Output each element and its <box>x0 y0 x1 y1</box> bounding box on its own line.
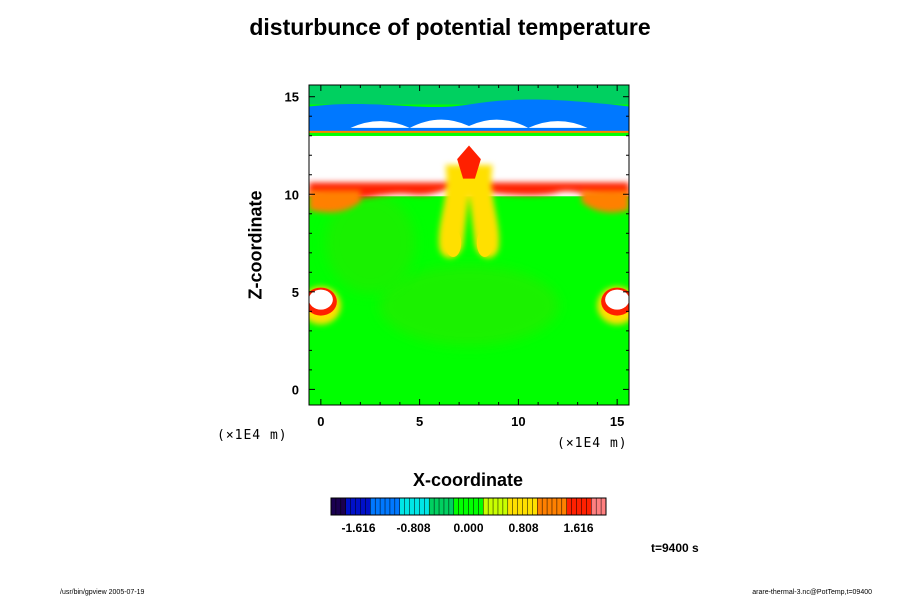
heatmap-field <box>309 85 629 405</box>
colorbar-cell <box>532 498 538 515</box>
x-tick-label: 15 <box>610 414 624 429</box>
colorbar-cell <box>551 498 558 515</box>
colorbar-cell <box>355 498 361 515</box>
upper-white-pockets <box>350 119 588 128</box>
colorbar-cell <box>502 498 509 515</box>
warm-layer-right <box>581 190 629 213</box>
colorbar-cell <box>453 498 460 515</box>
colorbar-cell <box>375 498 381 515</box>
colorbar-cell <box>537 498 543 515</box>
colorbar-cell <box>561 498 568 515</box>
colorbar-cell <box>350 498 357 515</box>
x-axis-unit: (×1E4 m) <box>557 436 628 451</box>
colorbar-cell <box>473 498 479 515</box>
colorbar-tick-label: 1.616 <box>563 521 593 535</box>
colorbar-tick-label: -0.808 <box>396 521 430 535</box>
colorbar-tick-label: -1.616 <box>341 521 375 535</box>
plot-frame <box>308 84 630 406</box>
colorbar-cell <box>360 498 366 515</box>
plume-lobe-right <box>476 229 493 258</box>
colorbar-cell <box>409 498 415 515</box>
colorbar-cell <box>547 498 553 515</box>
colorbar-cell <box>596 498 602 515</box>
colorbar-cell <box>370 498 376 515</box>
colorbar-cell <box>434 498 440 515</box>
colorbar-cell <box>591 498 597 515</box>
plume-lobe-left <box>445 229 462 258</box>
colorbar-cell <box>478 498 484 515</box>
right-warm-anomaly-core <box>605 289 629 310</box>
colorbar-cell <box>527 498 533 515</box>
colorbar-cell <box>448 498 455 515</box>
x-tick-label: 0 <box>317 414 324 429</box>
colorbar-cell <box>429 498 435 515</box>
colorbar-cell <box>458 498 465 515</box>
x-tick-label: 10 <box>511 414 525 429</box>
y-axis-unit: (×1E4 m) <box>217 428 288 443</box>
colorbar-cell <box>389 498 396 515</box>
colorbar-cell <box>424 498 430 515</box>
colorbar-cell <box>507 498 514 515</box>
field-texture <box>379 265 559 346</box>
x-axis-label: X-coordinate <box>412 470 524 490</box>
colorbar-cell <box>419 498 425 515</box>
colorbar-frame <box>330 497 607 516</box>
colorbar-cell <box>331 498 337 515</box>
colorbar-cell <box>468 498 474 515</box>
x-tick-label: 5 <box>416 414 423 429</box>
field-texture <box>325 193 416 294</box>
colorbar-cell <box>601 498 607 515</box>
colorbar-cell <box>517 498 524 515</box>
colorbar-cell <box>340 498 347 515</box>
colorbar-cell <box>566 498 573 515</box>
chart-title: disturbunce of potential temperature <box>249 14 651 40</box>
warm-layer <box>309 182 629 200</box>
colorbar-cell <box>365 498 371 515</box>
footer-command: /usr/bin/gpview 2005-07-19 <box>60 589 145 596</box>
colorbar-cell <box>488 498 494 515</box>
tropopause-line <box>309 130 629 133</box>
colorbar-cell <box>414 498 420 515</box>
footer-source: arare-thermal-3.nc@PotTemp,t=09400 <box>752 589 872 596</box>
colorbar-cell <box>581 498 587 515</box>
colorbar-cell <box>512 498 519 515</box>
y-tick-label: 0 <box>292 382 299 397</box>
y-tick-label: 5 <box>292 285 299 300</box>
colorbar-cell <box>385 498 391 515</box>
colorbar-cell <box>380 498 386 515</box>
y-tick-label: 10 <box>285 187 299 202</box>
colorbar-cell <box>497 498 504 515</box>
plot-axes: 0 5 10 15 0 5 10 15 <box>285 84 630 429</box>
colorbar-tick-label: 0.000 <box>453 521 483 535</box>
colorbar-cell <box>394 498 401 515</box>
colorbar-cell <box>463 498 469 515</box>
colorbar-cell <box>522 498 528 515</box>
tropopause-line-2 <box>309 134 629 136</box>
colorbar: -1.616 -0.808 0.000 0.808 1.616 <box>330 497 607 535</box>
colorbar-cell <box>576 498 582 515</box>
colorbar-cell <box>439 498 445 515</box>
colorbar-cell <box>404 498 411 515</box>
colorbar-cell <box>483 498 489 515</box>
colorbar-cell <box>542 498 548 515</box>
colorbar-cell <box>399 498 406 515</box>
colorbar-cell <box>443 498 450 515</box>
time-label: t=9400 s <box>651 541 699 555</box>
colorbar-tick-label: 0.808 <box>508 521 538 535</box>
warm-layer-left <box>309 190 361 213</box>
colorbar-cell <box>556 498 563 515</box>
colorbar-cell <box>571 498 578 515</box>
plume-top <box>457 145 481 179</box>
left-warm-anomaly-core <box>309 289 333 310</box>
top-layer <box>309 85 629 105</box>
colorbar-cell <box>335 498 342 515</box>
colorbar-cell <box>493 498 499 515</box>
colorbar-cell <box>345 498 352 515</box>
y-tick-label: 15 <box>285 90 299 105</box>
colorbar-cell <box>586 498 592 515</box>
